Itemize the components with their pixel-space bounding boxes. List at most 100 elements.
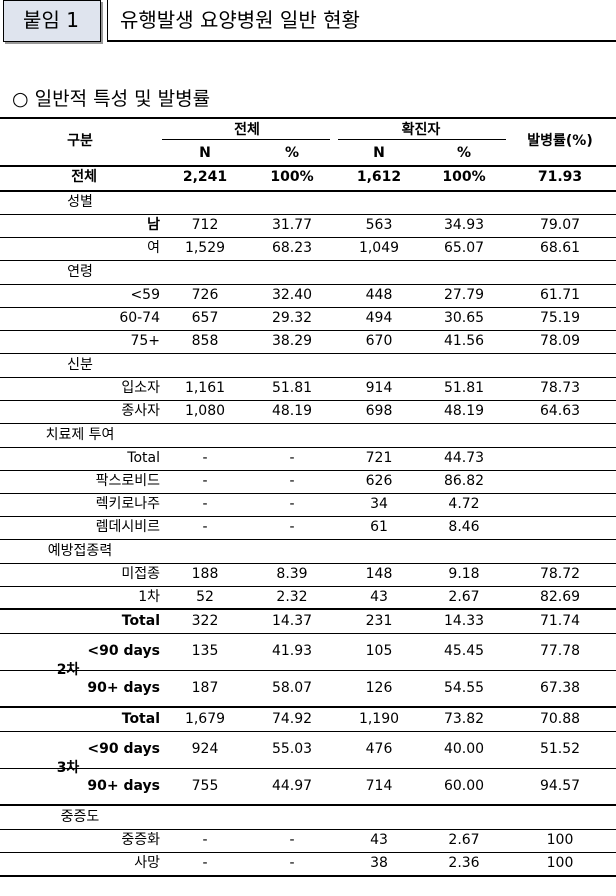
- cell: 100%: [270, 169, 314, 185]
- cell: 78.09: [539, 333, 581, 349]
- cell: -: [289, 450, 295, 466]
- group-label: 중증도: [60, 809, 100, 825]
- cell: 34: [370, 496, 388, 512]
- cell: 68.23: [271, 240, 313, 256]
- rule: [0, 586, 616, 587]
- cell: 14.33: [443, 613, 485, 629]
- rule: [0, 875, 616, 877]
- rule: [0, 307, 616, 308]
- rule: [0, 214, 616, 215]
- title-box: [107, 0, 616, 42]
- cell: 31.77: [271, 217, 313, 233]
- subgroup-label: 3차: [56, 760, 80, 776]
- row-label: 렘데시비르: [95, 519, 160, 535]
- cell: 322: [191, 613, 219, 629]
- cell: 51.81: [443, 380, 485, 396]
- cell: 14.37: [271, 613, 313, 629]
- cell: 126: [365, 680, 393, 696]
- cell: 86.82: [443, 473, 485, 489]
- cell: 698: [365, 403, 393, 419]
- cell: 714: [365, 778, 393, 794]
- group-label: 예방접종력: [47, 543, 113, 559]
- row-label: Total: [121, 613, 160, 629]
- rule: [0, 423, 616, 424]
- cell: -: [202, 855, 208, 871]
- cell: 858: [191, 333, 219, 349]
- cell: 38: [370, 855, 388, 871]
- cell: 657: [191, 310, 219, 326]
- rule: [0, 670, 616, 671]
- cell: -: [289, 832, 295, 848]
- cell: 41.93: [271, 643, 313, 659]
- cell: 64.63: [539, 403, 581, 419]
- cell: 476: [365, 741, 393, 757]
- row-label: <90 days: [87, 643, 160, 659]
- cell: 65.07: [443, 240, 485, 256]
- cell: 670: [365, 333, 393, 349]
- group-label: 연령: [67, 264, 93, 280]
- row-label: 미접종: [121, 566, 160, 582]
- cell: 73.82: [443, 711, 485, 727]
- cell: 726: [191, 287, 219, 303]
- row-label: Total: [121, 711, 160, 727]
- rule: [0, 117, 616, 119]
- cell: -: [202, 450, 208, 466]
- row-label: 60-74: [119, 310, 160, 326]
- cell: 148: [365, 566, 393, 582]
- cell: -: [202, 519, 208, 535]
- cell: -: [202, 496, 208, 512]
- cell: 70.88: [539, 711, 581, 727]
- rule: [0, 731, 616, 732]
- subgroup-label: 2차: [56, 662, 80, 678]
- rule: [0, 377, 616, 378]
- row-label: <59: [130, 287, 160, 303]
- rule: [0, 470, 616, 471]
- rule: [0, 633, 616, 634]
- cell: 2.67: [448, 589, 480, 605]
- cell: 924: [191, 741, 219, 757]
- header-sub: N: [199, 145, 211, 161]
- cell: -: [289, 519, 295, 535]
- row-label: 입소자: [121, 380, 160, 396]
- cell: 494: [365, 310, 393, 326]
- cell: 94.57: [539, 778, 581, 794]
- cell: 82.69: [539, 589, 581, 605]
- header-rule: [162, 139, 330, 140]
- row-label: 1차: [138, 589, 160, 605]
- cell: 34.93: [443, 217, 485, 233]
- row-label: Total: [127, 450, 160, 466]
- rule: [0, 190, 616, 192]
- cell: 1,612: [356, 169, 402, 185]
- cell: 55.03: [271, 741, 313, 757]
- cell: 58.07: [271, 680, 313, 696]
- cell: 61.71: [539, 287, 581, 303]
- cell: 54.55: [443, 680, 485, 696]
- cell: 44.73: [443, 450, 485, 466]
- cell: 135: [191, 643, 219, 659]
- rule: [0, 804, 616, 806]
- rule: [0, 493, 616, 494]
- row-label: 팍스로비드: [95, 473, 160, 489]
- cell: 60.00: [443, 778, 485, 794]
- cell: 8.39: [276, 566, 308, 582]
- cell: 8.46: [448, 519, 480, 535]
- cell: 29.32: [271, 310, 313, 326]
- cell: 1,679: [184, 711, 226, 727]
- cell: 67.38: [539, 680, 581, 696]
- cell: 721: [365, 450, 393, 466]
- cell: 1,529: [184, 240, 226, 256]
- rule: [0, 400, 616, 401]
- rule: [0, 563, 616, 564]
- cell: 563: [365, 217, 393, 233]
- cell: 755: [191, 778, 219, 794]
- row-label: 90+ days: [87, 778, 160, 794]
- header-confirmed: 확진자: [401, 122, 441, 138]
- row-label: <90 days: [87, 741, 160, 757]
- rule: [0, 353, 616, 354]
- row-label: 남: [147, 217, 160, 233]
- cell: 712: [191, 217, 219, 233]
- cell: 48.19: [271, 403, 313, 419]
- cell: 1,190: [358, 711, 400, 727]
- cell: 43: [370, 589, 388, 605]
- row-label: 90+ days: [87, 680, 160, 696]
